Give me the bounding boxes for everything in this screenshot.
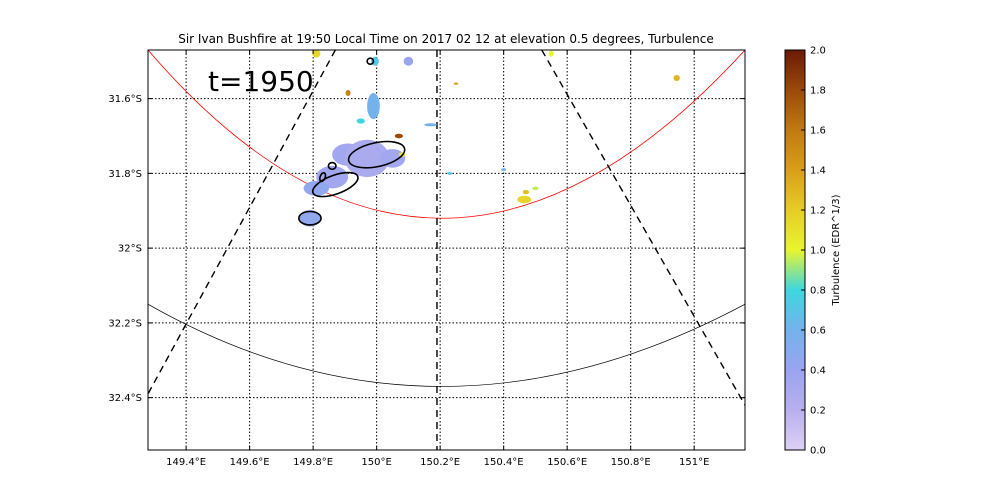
x-tick-label: 150.4°E: [484, 457, 524, 468]
x-tick-label: 149.6°E: [230, 457, 270, 468]
turbulence-cell: [673, 75, 680, 82]
colorbar-tick-label: 0.0: [810, 446, 826, 457]
x-tick-label: 151°E: [679, 457, 709, 468]
chart-title: Sir Ivan Bushfire at 19:50 Local Time on…: [178, 32, 714, 46]
turbulence-cell: [532, 186, 539, 191]
x-tick-label: 149.8°E: [293, 457, 333, 468]
contour-line: [327, 161, 337, 171]
y-tick-label: 31.8°S: [108, 169, 142, 180]
range-overlay: [148, 50, 745, 450]
range-ring-outer: [148, 303, 745, 387]
plot-area: 149.4°E 149.6°E 149.8°E 150°E 150.2°E 150.4°E…: [108, 49, 746, 468]
y-tick-label: 31.6°S: [108, 94, 142, 105]
y-tick-label: 32.4°S: [108, 393, 142, 404]
colorbar-tick-label: 1.6: [810, 126, 826, 137]
contour-line: [298, 210, 322, 226]
contour-line: [319, 171, 327, 183]
time-annotation: t=1950: [208, 65, 314, 98]
x-axis-ticks: 149.4°E 149.6°E 149.8°E 150°E 150.2°E 150.4°E…: [166, 50, 709, 468]
turbulence-cell: [312, 50, 321, 58]
colorbar-tick-label: 1.8: [810, 86, 826, 97]
turbulence-cell: [447, 171, 453, 175]
contour-lines: [298, 57, 406, 226]
turbulence-cell: [394, 133, 403, 139]
y-axis-ticks: 31.6°S 31.8°S 32°S 32.2°S 32.4°S: [108, 94, 745, 404]
colorbar-tick-label: 0.2: [810, 406, 826, 417]
x-tick-label: 150.8°E: [611, 457, 651, 468]
turbulence-cell: [501, 168, 507, 172]
turbulence-cell: [403, 56, 414, 66]
turbulence-cell: [303, 180, 330, 196]
azimuth-line-northwest: [148, 50, 336, 395]
contour-line: [311, 171, 359, 198]
contour-line: [366, 57, 375, 66]
turbulence-cell: [345, 90, 351, 96]
turbulence-cell: [367, 92, 380, 120]
turbulence-cell: [356, 118, 365, 124]
colorbar-tick-label: 1.4: [810, 166, 826, 177]
grid-lines: [148, 50, 745, 450]
colorbar-tick-label: 0.6: [810, 326, 826, 337]
turbulence-cell: [424, 123, 437, 127]
y-tick-label: 32.2°S: [108, 318, 142, 329]
colorbar-tick-label: 1.2: [810, 206, 826, 217]
plot-frame: [147, 49, 746, 451]
x-tick-label: 149.4°E: [166, 457, 206, 468]
y-tick-label: 32°S: [118, 244, 142, 255]
colorbar-ticks: 0.0 0.2 0.4 0.6 0.8 1.0 1.2 1.4 1.6 1.8 2.0: [801, 46, 826, 457]
turbulence-cell: [548, 50, 554, 57]
turbulence-cell: [379, 149, 406, 168]
colorbar: 0.0 0.2 0.4 0.6 0.8 1.0 1.2 1.4 1.6 1.8 2.0 Turbul…: [784, 46, 842, 457]
turbulence-cell: [517, 195, 532, 204]
x-tick-label: 150°E: [361, 457, 391, 468]
x-tick-label: 150.2°E: [420, 457, 460, 468]
colorbar-tick-label: 1.0: [810, 246, 826, 257]
colorbar-tick-label: 0.8: [810, 286, 826, 297]
contour-line: [347, 140, 406, 169]
turbulence-cells: [298, 50, 680, 227]
colorbar-tick-label: 2.0: [810, 46, 826, 57]
range-ring-inner: [148, 50, 745, 219]
colorbar-tick-label: 0.4: [810, 366, 826, 377]
turbulence-cell: [298, 210, 322, 227]
turbulence-cell: [453, 82, 459, 85]
turbulence-cell: [522, 189, 530, 195]
azimuth-line-northeast: [541, 50, 745, 406]
x-tick-label: 150.6°E: [547, 457, 587, 468]
colorbar-label: Turbulence (EDR^1/3): [831, 194, 842, 306]
